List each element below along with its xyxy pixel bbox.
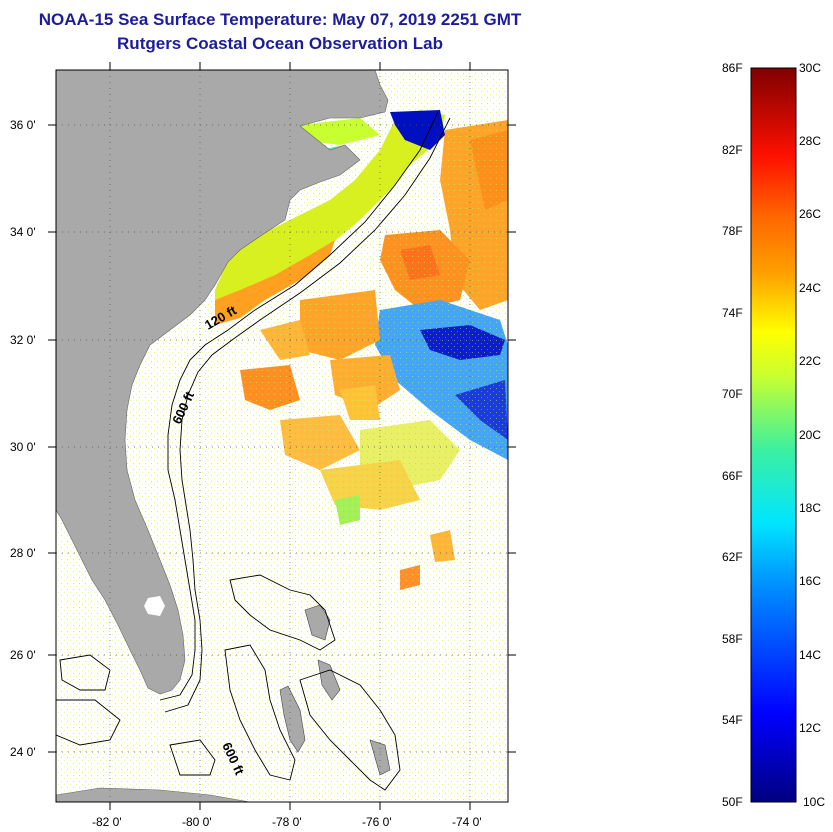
- land-mainland: [56, 70, 389, 695]
- cb-f-label: 54F: [722, 713, 743, 727]
- colorbar-gradient: [750, 67, 797, 803]
- lon-label: -78 0': [272, 815, 302, 829]
- cb-f-label: 58F: [722, 632, 743, 646]
- cb-f-label: 86F: [722, 61, 743, 75]
- graticule: [56, 70, 508, 802]
- cb-c-label: 28C: [799, 134, 821, 148]
- bahamas-islands: [279, 604, 391, 776]
- lat-label: 32 0': [10, 333, 36, 347]
- cb-c-label: 20C: [799, 428, 821, 442]
- cb-c-label: 16C: [799, 574, 821, 588]
- lon-label: -80 0': [182, 815, 212, 829]
- map-title: NOAA-15 Sea Surface Temperature: May 07,…: [38, 10, 522, 29]
- cb-f-label: 50F: [722, 795, 743, 809]
- cb-f-label: 66F: [722, 469, 743, 483]
- lat-label: 36 0': [10, 118, 36, 132]
- sst-patches: [56, 70, 508, 802]
- axis-ticks: [48, 62, 516, 810]
- cb-c-label: 12C: [799, 721, 821, 735]
- lat-label: 30 0': [10, 440, 36, 454]
- lon-label: -76 0': [362, 815, 392, 829]
- lat-label: 34 0': [10, 225, 36, 239]
- cb-c-label: 22C: [799, 354, 821, 368]
- bathymetry-contours: [56, 111, 451, 791]
- cb-c-label: 14C: [799, 648, 821, 662]
- cb-f-label: 62F: [722, 550, 743, 564]
- cb-f-label: 70F: [722, 387, 743, 401]
- lat-label: 28 0': [10, 546, 36, 560]
- cb-c-label: 26C: [799, 207, 821, 221]
- cb-f-label: 78F: [722, 224, 743, 238]
- colorbar-f-labels: 86F 82F 78F 74F 70F 66F 62F 58F 54F 50F: [722, 61, 743, 809]
- cb-f-label: 74F: [722, 306, 743, 320]
- map-subtitle: Rutgers Coastal Ocean Observation Lab: [117, 34, 443, 53]
- land-cuba: [56, 787, 251, 802]
- lat-label: 24 0': [10, 745, 36, 759]
- cb-c-label: 24C: [799, 281, 821, 295]
- colorbar: 86F 82F 78F 74F 70F 66F 62F 58F 54F 50F …: [722, 61, 825, 809]
- lon-label: -82 0': [92, 815, 122, 829]
- lake-okeechobee: [144, 596, 165, 616]
- shelf-sst: [215, 110, 445, 325]
- cb-f-label: 82F: [722, 143, 743, 157]
- lon-label: -74 0': [452, 815, 482, 829]
- cb-c-label: 18C: [799, 501, 821, 515]
- lat-label: 26 0': [10, 648, 36, 662]
- colorbar-c-labels: 30C 28C 26C 24C 22C 20C 18C 16C 14C 12C …: [799, 61, 825, 809]
- cb-c-label: 10C: [803, 795, 825, 809]
- latitude-labels: 36 0' 34 0' 32 0' 30 0' 28 0' 26 0' 24 0…: [10, 118, 36, 759]
- cb-c-label: 30C: [799, 61, 821, 75]
- longitude-labels: -82 0' -80 0' -78 0' -76 0' -74 0': [92, 815, 482, 829]
